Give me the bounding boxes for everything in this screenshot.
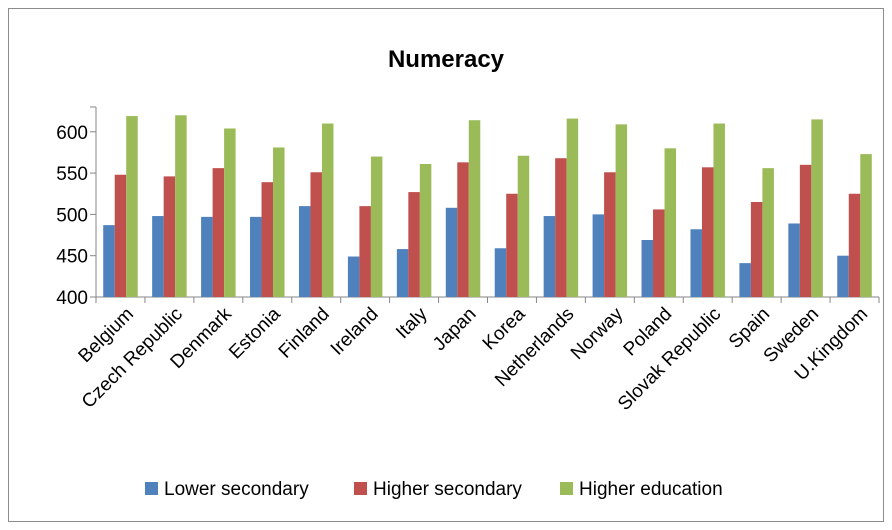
bar-lower-secondary bbox=[152, 216, 164, 297]
bar-higher-education bbox=[273, 147, 285, 297]
bar-higher-education bbox=[664, 148, 677, 297]
bar-higher-secondary bbox=[506, 193, 518, 297]
x-category-label: Japan bbox=[429, 304, 480, 355]
bar-lower-secondary bbox=[739, 263, 751, 297]
y-tick-label: 500 bbox=[56, 205, 88, 226]
bar-higher-education bbox=[517, 155, 530, 297]
bar-higher-secondary bbox=[359, 206, 371, 297]
bar-higher-secondary bbox=[261, 182, 274, 297]
bar-lower-secondary bbox=[445, 207, 458, 297]
bar-higher-education bbox=[175, 115, 187, 298]
bar-higher-secondary bbox=[408, 192, 420, 297]
bar-higher-education bbox=[811, 119, 823, 298]
legend-label: Higher secondary bbox=[373, 479, 522, 500]
bar-lower-secondary bbox=[641, 240, 654, 297]
bar-higher-education bbox=[713, 123, 725, 298]
bar-higher-secondary bbox=[701, 167, 714, 297]
chart-title: Numeracy bbox=[388, 46, 505, 73]
bar-lower-secondary bbox=[298, 206, 311, 297]
x-category-label: Ireland bbox=[327, 304, 383, 360]
bar-higher-education bbox=[321, 123, 334, 298]
bar-lower-secondary bbox=[201, 216, 213, 297]
bar-lower-secondary bbox=[543, 216, 556, 297]
x-category-label: Estonia bbox=[225, 303, 285, 363]
bar-higher-education bbox=[762, 168, 774, 297]
bar-higher-secondary bbox=[114, 174, 127, 297]
bar-higher-secondary bbox=[555, 158, 567, 297]
y-tick-label: 600 bbox=[56, 123, 88, 144]
bar-higher-secondary bbox=[604, 172, 616, 297]
bar-higher-education bbox=[615, 124, 628, 297]
legend-swatch bbox=[145, 482, 158, 495]
x-category-label: Italy bbox=[392, 303, 432, 343]
bar-higher-education bbox=[566, 118, 579, 297]
bar-higher-secondary bbox=[310, 172, 322, 297]
bar-higher-secondary bbox=[799, 164, 812, 297]
bar-higher-secondary bbox=[457, 162, 469, 297]
bar-lower-secondary bbox=[592, 214, 605, 297]
y-tick-label: 550 bbox=[56, 164, 88, 185]
bar-lower-secondary bbox=[103, 225, 115, 297]
bar-higher-secondary bbox=[653, 209, 665, 297]
bar-higher-education bbox=[468, 120, 481, 297]
bar-higher-education bbox=[224, 128, 236, 297]
bar-lower-secondary bbox=[347, 256, 360, 297]
y-tick-label: 450 bbox=[56, 247, 88, 268]
x-category-label: Finland bbox=[275, 304, 334, 363]
legend-label: Lower secondary bbox=[164, 479, 309, 500]
bar-higher-education bbox=[370, 156, 383, 297]
chart-frame: Numeracy 400 450 500 550 600 Belgium Czech Rep… bbox=[8, 8, 884, 522]
bar-lower-secondary bbox=[250, 216, 262, 297]
y-tick-label: 400 bbox=[56, 288, 88, 309]
x-category-label: Norway bbox=[567, 303, 628, 364]
bar-higher-secondary bbox=[848, 193, 861, 297]
bar-lower-secondary bbox=[494, 248, 507, 297]
legend-swatch bbox=[560, 482, 573, 495]
bar-lower-secondary bbox=[837, 255, 849, 297]
bar-higher-education bbox=[860, 154, 872, 297]
bar-lower-secondary bbox=[396, 249, 409, 297]
bar-lower-secondary bbox=[788, 223, 800, 297]
legend-label: Higher education bbox=[579, 479, 723, 500]
bar-lower-secondary bbox=[690, 229, 702, 297]
bar-higher-education bbox=[419, 164, 432, 297]
legend: Lower secondary Higher secondary Higher ed… bbox=[145, 479, 723, 500]
bar-higher-secondary bbox=[163, 176, 176, 297]
bar-higher-secondary bbox=[212, 168, 225, 297]
bar-higher-secondary bbox=[750, 202, 763, 297]
legend-swatch bbox=[354, 482, 367, 495]
bar-higher-education bbox=[126, 116, 138, 297]
